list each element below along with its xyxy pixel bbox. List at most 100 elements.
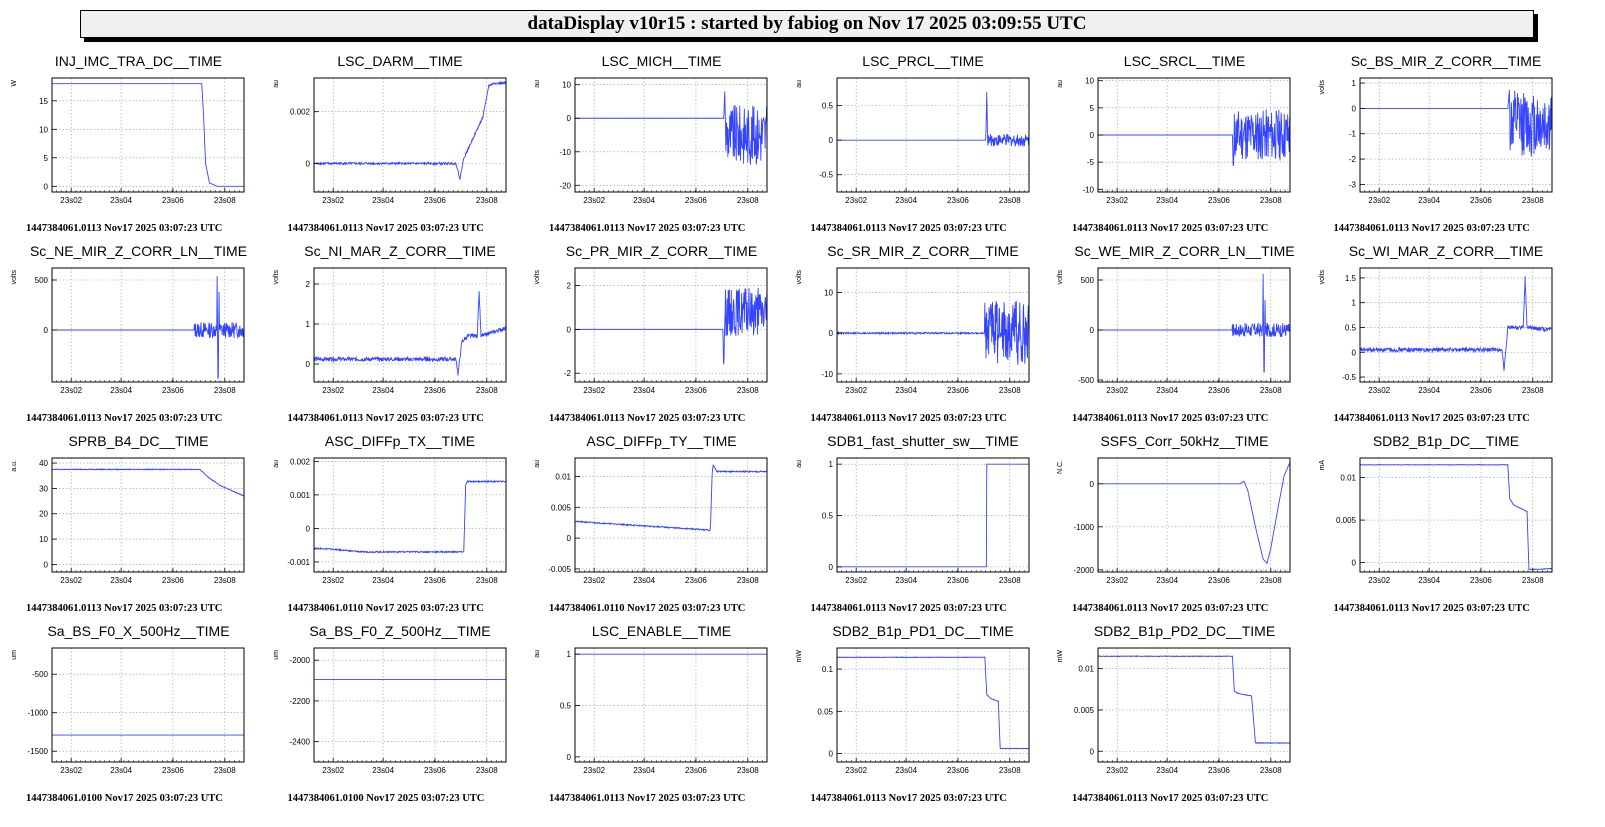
x-tick-label: 23s04	[110, 766, 132, 775]
y-axis-label: W	[11, 80, 18, 87]
y-tick-label: 0.01	[555, 472, 571, 481]
x-tick-label: 23s04	[1156, 386, 1178, 395]
y-axis-label: au	[273, 80, 280, 88]
x-tick-label: 23s06	[1470, 576, 1492, 585]
y-tick-label: 15	[39, 97, 48, 106]
y-tick-label: 0	[828, 136, 833, 145]
y-axis-label: au	[534, 650, 541, 658]
plot-svg: 23s02 23s04 23s06 23s08 0 0.005 0.01 mW	[1057, 647, 1291, 775]
y-tick-label: 0	[1090, 747, 1095, 756]
y-tick-label: 500	[35, 276, 49, 285]
y-axis-label: volts	[796, 270, 803, 285]
plot-panel: ASC_DIFFp_TX__TIME 23s02 23s04 23s06 23s08 -0…	[268, 430, 533, 625]
plot-title: Sc_WE_MIR_Z_CORR_LN__TIME	[1074, 243, 1295, 259]
plot-title: SDB2_B1p_PD1_DC__TIME	[832, 623, 1014, 639]
y-tick-label: -10	[821, 370, 833, 379]
x-tick-label: 23s02	[845, 576, 867, 585]
series-line	[52, 83, 244, 187]
y-tick-label: 1	[828, 460, 833, 469]
y-axis-label: au	[534, 80, 541, 88]
y-tick-label: -1500	[28, 747, 49, 756]
x-tick-label: 23s02	[322, 576, 344, 585]
x-tick-label: 23s06	[1470, 386, 1492, 395]
plot-timestamp: 1447384061.0113 Nov17 2025 03:07:23 UTC	[810, 793, 1007, 804]
plot-svg: 23s02 23s04 23s06 23s08 0 5 10 15 W	[11, 77, 245, 205]
plot-timestamp: 1447384061.0113 Nov17 2025 03:07:23 UTC	[287, 223, 484, 234]
plot-title: Sa_BS_F0_Z_500Hz__TIME	[309, 623, 491, 639]
x-tick-label: 23s04	[372, 386, 394, 395]
series-line	[51, 468, 245, 497]
x-tick-label: 23s02	[845, 766, 867, 775]
plot-timestamp: 1447384061.0113 Nov17 2025 03:07:23 UTC	[1072, 793, 1269, 804]
x-tick-label: 23s06	[1208, 386, 1230, 395]
y-tick-label: 0.01	[1078, 665, 1094, 674]
y-axis-label: mA	[1319, 460, 1326, 471]
x-tick-label: 23s08	[998, 766, 1020, 775]
x-tick-label: 23s08	[1521, 576, 1543, 585]
plot-title: SPRB_B4_DC__TIME	[68, 433, 209, 449]
plot-frame	[51, 77, 245, 193]
y-axis-label: volts	[1319, 80, 1326, 95]
plot-svg: 23s02 23s04 23s06 23s08 -500 0 500 volts	[1057, 267, 1291, 395]
x-tick-label: 23s08	[998, 196, 1020, 205]
x-tick-label: 23s02	[1106, 766, 1128, 775]
x-tick-label: 23s08	[214, 386, 236, 395]
x-tick-label: 23s04	[1156, 196, 1178, 205]
x-tick-label: 23s08	[475, 196, 497, 205]
y-tick-label: 1	[1351, 299, 1356, 308]
y-tick-label: 0	[567, 753, 572, 762]
y-tick-label: -20	[559, 181, 571, 190]
y-axis-label: N.C.	[1057, 460, 1064, 474]
plot-frame	[1097, 647, 1291, 763]
plot-svg: 23s02 23s04 23s06 23s08 0 0.5 1 au	[796, 457, 1029, 585]
y-tick-label: -2	[564, 369, 572, 378]
x-tick-label: 23s08	[214, 196, 236, 205]
y-tick-label: 0	[1351, 348, 1356, 357]
y-axis-label: volts	[1319, 270, 1326, 285]
plot-title: ASC_DIFFp_TY__TIME	[586, 433, 737, 449]
x-tick-label: 23s06	[947, 576, 969, 585]
y-tick-label: 0.005	[551, 503, 572, 512]
x-tick-label: 23s04	[372, 196, 394, 205]
x-tick-label: 23s02	[60, 576, 82, 585]
series-line	[1098, 109, 1291, 166]
series-line	[1097, 655, 1291, 745]
series-line	[575, 287, 768, 365]
plot-frame	[836, 267, 1029, 383]
plot-timestamp: 1447384061.0113 Nov17 2025 03:07:23 UTC	[1072, 223, 1269, 234]
x-tick-label: 23s08	[475, 766, 497, 775]
x-tick-label: 23s02	[583, 386, 605, 395]
y-tick-label: 0	[305, 160, 310, 169]
y-tick-label: 0	[828, 563, 833, 572]
y-tick-label: 0	[1090, 480, 1095, 489]
plot-svg: 23s02 23s04 23s06 23s08 0 1 2 volts	[273, 267, 506, 395]
plot-title: ASC_DIFFp_TX__TIME	[324, 433, 476, 449]
plot-panel: SDB2_B1p_PD2_DC__TIME 23s02 23s04 23s06 23s0…	[1052, 620, 1317, 815]
series-line	[1359, 463, 1552, 571]
y-tick-label: 0	[44, 326, 49, 335]
y-tick-label: 10	[39, 535, 48, 544]
y-tick-label: -10	[1082, 185, 1094, 194]
x-tick-label: 23s08	[1260, 386, 1282, 395]
plot-timestamp: 1447384061.0100 Nov17 2025 03:07:23 UTC	[26, 793, 223, 804]
y-tick-label: -5	[1087, 158, 1095, 167]
plot-svg: 23s02 23s04 23s06 23s08 0 0.005 0.01 mA	[1319, 457, 1552, 585]
series-line	[574, 464, 768, 532]
y-axis-label: um	[11, 650, 18, 660]
plot-panel: ASC_DIFFp_TY__TIME 23s02 23s04 23s06 23s08 -0…	[529, 430, 794, 625]
plot-panel: LSC_PRCL__TIME 23s02 23s04 23s06 23s08 -0.5 0 0…	[791, 50, 1056, 245]
plot-frame	[313, 267, 506, 383]
x-tick-label: 23s06	[947, 386, 969, 395]
plot-frame	[1097, 457, 1291, 573]
series-line	[313, 80, 506, 180]
plot-panel: Sa_BS_F0_X_500Hz__TIME 23s02 23s04 23s06 23s…	[6, 620, 271, 815]
series-line	[836, 463, 1029, 568]
x-tick-label: 23s06	[947, 766, 969, 775]
y-tick-label: 0	[828, 750, 833, 759]
x-tick-label: 23s08	[737, 386, 759, 395]
y-axis-label: mW	[796, 650, 803, 663]
y-axis-label: au	[534, 460, 541, 468]
plot-timestamp: 1447384061.0110 Nov17 2025 03:07:23 UTC	[287, 603, 484, 614]
x-tick-label: 23s08	[214, 576, 236, 585]
plot-svg: 23s02 23s04 23s06 23s08 0 0.05 0.1 mW	[796, 647, 1029, 775]
